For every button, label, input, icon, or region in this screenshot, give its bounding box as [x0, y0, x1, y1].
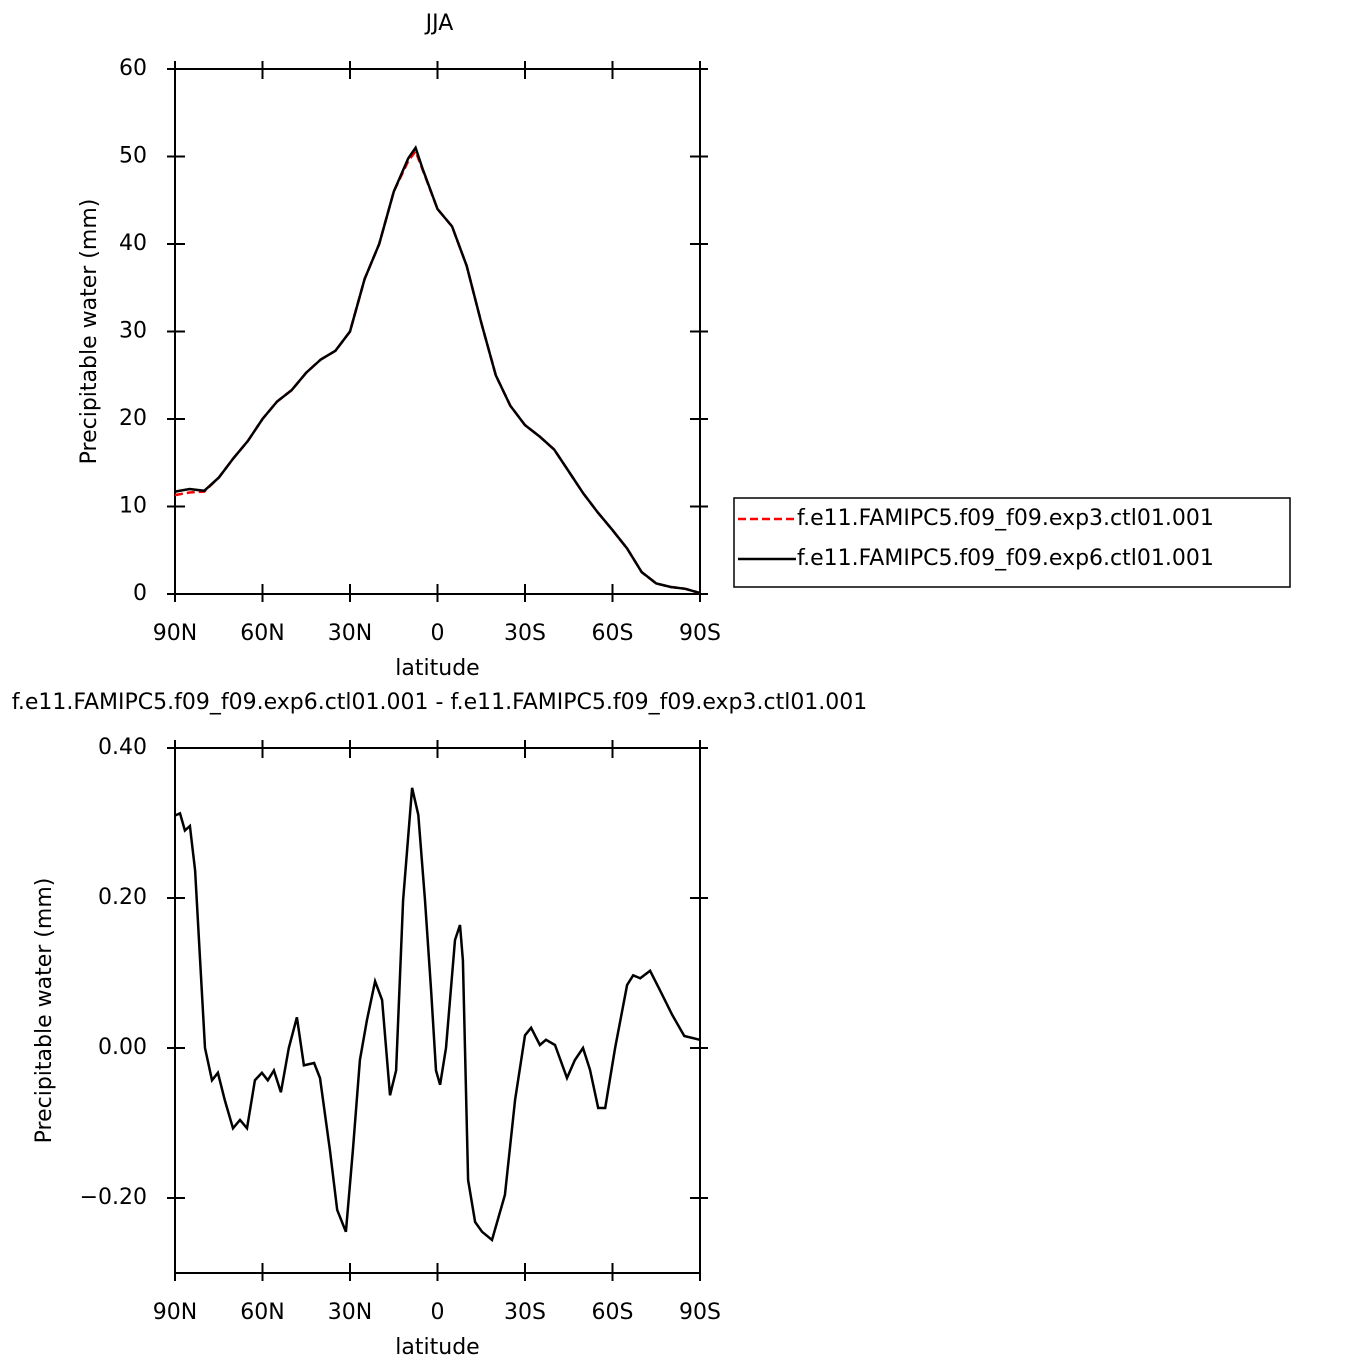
y-tick-label: 0.20	[98, 885, 147, 910]
x-tick-label: 60S	[592, 1300, 634, 1325]
y-tick-label: 40	[119, 231, 147, 256]
line	[174, 787, 701, 1243]
x-tick-label: 90N	[153, 1300, 197, 1325]
x-tick-label: 0	[431, 1300, 445, 1325]
x-tick-label: 60N	[240, 621, 284, 646]
chart-title: f.e11.FAMIPC5.f09_f09.exp6.ctl01.001 - f…	[12, 690, 868, 715]
legend-label: f.e11.FAMIPC5.f09_f09.exp6.ctl01.001	[797, 546, 1214, 571]
line	[174, 145, 701, 595]
x-tick-label: 90S	[679, 1300, 721, 1325]
y-tick-label: −0.20	[80, 1185, 147, 1210]
y-axis-label: Precipitable water (mm)	[32, 878, 57, 1144]
y-tick-label: 0	[133, 581, 147, 606]
x-tick-label: 60N	[240, 1300, 284, 1325]
x-tick-label: 60S	[592, 621, 634, 646]
y-tick-label: 0.00	[98, 1035, 147, 1060]
y-tick-label: 50	[119, 144, 147, 169]
plot-frame	[174, 747, 701, 1274]
x-tick-label: 0	[431, 621, 445, 646]
legend-label: f.e11.FAMIPC5.f09_f09.exp3.ctl01.001	[797, 506, 1214, 531]
x-tick-label: 30N	[328, 1300, 372, 1325]
x-axis-label: latitude	[395, 656, 479, 681]
x-axis-label: latitude	[395, 1335, 479, 1360]
y-axis-label: Precipitable water (mm)	[77, 199, 102, 465]
plot-frame	[174, 68, 701, 595]
y-tick-label: 60	[119, 56, 147, 81]
y-tick-label: 30	[119, 319, 147, 344]
x-tick-label: 90N	[153, 621, 197, 646]
x-tick-label: 30S	[504, 1300, 546, 1325]
x-tick-label: 30S	[504, 621, 546, 646]
y-tick-label: 20	[119, 406, 147, 431]
y-tick-label: 10	[119, 494, 147, 519]
x-tick-label: 30N	[328, 621, 372, 646]
legend-box	[733, 497, 1291, 588]
chart-title: JJA	[424, 11, 454, 36]
line	[174, 148, 701, 595]
y-tick-label: 0.40	[98, 735, 147, 760]
x-tick-label: 90S	[679, 621, 721, 646]
